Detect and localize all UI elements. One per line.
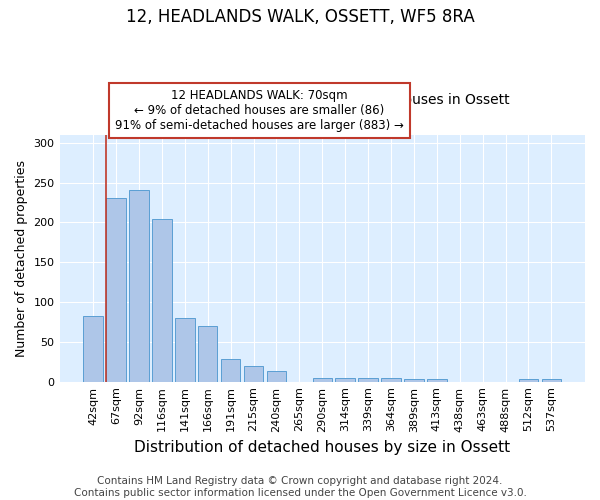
Bar (244, 366, 263, 382)
Bar (519, 380, 538, 382)
Bar (381, 378, 401, 382)
Text: 12 HEADLANDS WALK: 70sqm
← 9% of detached houses are smaller (86)
91% of semi-de: 12 HEADLANDS WALK: 70sqm ← 9% of detache… (115, 90, 404, 132)
Bar (313, 378, 332, 382)
Bar (335, 378, 355, 382)
Bar (358, 378, 378, 382)
Bar (427, 380, 446, 382)
Y-axis label: Number of detached properties: Number of detached properties (15, 160, 28, 357)
Text: Contains HM Land Registry data © Crown copyright and database right 2024.
Contai: Contains HM Land Registry data © Crown c… (74, 476, 526, 498)
Title: Size of property relative to detached houses in Ossett: Size of property relative to detached ho… (135, 94, 509, 108)
Bar (152, 220, 172, 382)
Bar (83, 316, 103, 382)
Bar (198, 326, 217, 382)
Bar (221, 358, 241, 382)
X-axis label: Distribution of detached houses by size in Ossett: Distribution of detached houses by size … (134, 440, 511, 455)
Bar (106, 198, 126, 382)
Bar (129, 190, 149, 382)
Text: 12, HEADLANDS WALK, OSSETT, WF5 8RA: 12, HEADLANDS WALK, OSSETT, WF5 8RA (125, 8, 475, 26)
Bar (542, 380, 561, 382)
Bar (267, 370, 286, 382)
Bar (404, 380, 424, 382)
Bar (175, 318, 194, 382)
